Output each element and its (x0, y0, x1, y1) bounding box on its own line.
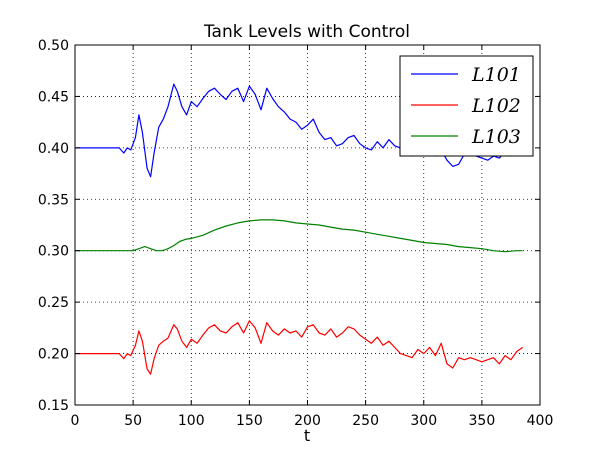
series-lines (75, 83, 524, 375)
legend-label-l102: L102 (471, 95, 521, 117)
x-tick-label: 250 (352, 413, 379, 429)
y-tick-label: 0.35 (38, 192, 69, 208)
legend-label-l103: L103 (471, 126, 521, 148)
series-line-l102 (75, 320, 523, 375)
series-line-l103 (75, 219, 523, 253)
x-tick-label: 350 (469, 413, 496, 429)
x-tick-label: 150 (236, 413, 263, 429)
x-tick-label: 50 (124, 413, 142, 429)
y-tick-label: 0.30 (38, 244, 69, 260)
y-tick-label: 0.50 (38, 38, 69, 54)
x-tick-label: 200 (294, 413, 321, 429)
series-line-l101 (75, 83, 524, 178)
y-tick-labels: 0.15 0.20 0.25 0.30 0.35 0.40 0.45 0.50 (38, 38, 69, 414)
x-axis-label: t (304, 426, 310, 445)
x-tick-label: 300 (410, 413, 437, 429)
y-tick-label: 0.45 (38, 89, 69, 105)
y-tick-label: 0.25 (38, 295, 69, 311)
legend-box (399, 55, 534, 157)
legend-label-l101: L101 (471, 64, 521, 86)
x-tick-label: 0 (71, 413, 80, 429)
grid-lines (75, 45, 540, 405)
x-tick-labels: 0 50 100 150 200 250 300 350 400 (71, 413, 554, 429)
axis-ticks (74, 44, 541, 406)
chart-title: Tank Levels with Control (203, 22, 410, 42)
legend: L101 L102 L103 (399, 55, 534, 157)
y-tick-label: 0.15 (38, 398, 69, 414)
y-tick-label: 0.20 (38, 347, 69, 363)
x-tick-label: 100 (178, 413, 205, 429)
plot-area (74, 44, 541, 406)
y-tick-label: 0.40 (38, 141, 69, 157)
x-tick-label: 400 (527, 413, 554, 429)
